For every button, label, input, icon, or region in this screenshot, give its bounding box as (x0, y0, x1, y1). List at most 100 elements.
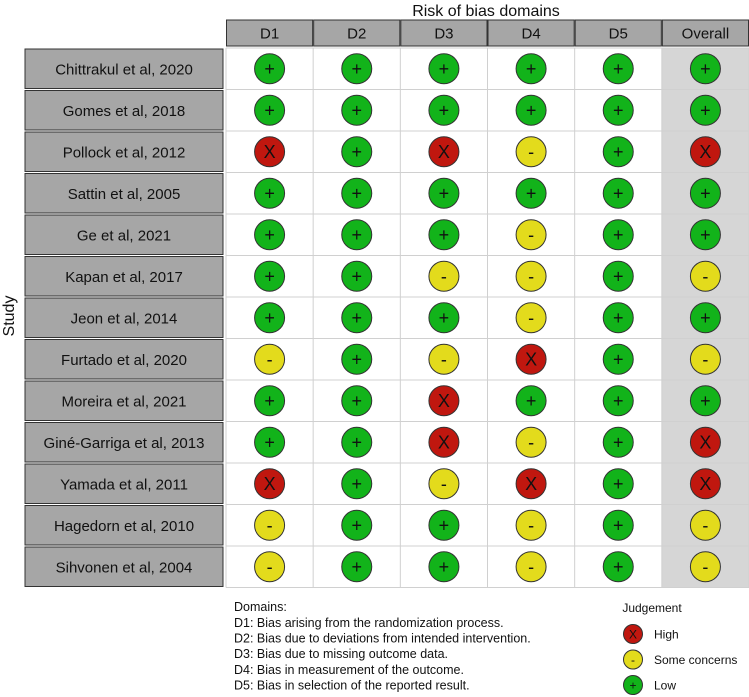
domains-footnote: Domains: D1: Bias arising from the rando… (234, 600, 531, 692)
judgement-symbol-some: - (528, 308, 534, 328)
judgement-circle-low (254, 385, 286, 417)
judgement-symbol-some: - (528, 516, 534, 536)
judgement-symbol-high: X (438, 391, 450, 411)
column-header-cell (400, 19, 488, 47)
study-row: Gomes et al, 2018 + + + + + + (24, 90, 721, 131)
judgement-circle-low (689, 219, 721, 251)
legend: Judgement X High - Some concerns + Low (622, 601, 737, 695)
judgement-circle-low (341, 136, 373, 168)
judgement-symbol-low: + (613, 516, 624, 536)
judgement-circle-low (515, 53, 547, 85)
judgement-symbol-some: - (702, 267, 708, 287)
judgement-symbol-low: + (439, 59, 450, 79)
judgement-symbol-low: + (351, 267, 362, 287)
judgement-circle-low (341, 177, 373, 209)
study-row: Furtado et al, 2020 - + - X + - (24, 339, 721, 380)
column-header-label: D3 (434, 26, 453, 43)
judgement-circle-some (623, 649, 643, 670)
judgement-symbol-low: + (613, 101, 624, 121)
study-row: Chittrakul et al, 2020 + + + + + + (24, 48, 721, 89)
judgement-circle-low (341, 219, 373, 251)
study-label-cell (24, 173, 224, 214)
judgement-circle-low (428, 219, 460, 251)
judgement-symbol-low: + (526, 184, 537, 204)
column-header-label: Overall (682, 26, 730, 43)
judgement-circle-low (428, 509, 460, 541)
judgement-symbol-low: + (351, 59, 362, 79)
study-label-cell (24, 90, 224, 131)
judgement-circle-some (689, 260, 721, 292)
judgement-circle-low (341, 94, 373, 126)
judgement-symbol-some: - (702, 350, 708, 370)
judgement-circle-low (341, 426, 373, 458)
judgement-symbol-low: + (613, 433, 624, 453)
judgement-circle-some (428, 468, 460, 500)
judgement-circle-low (602, 468, 634, 500)
domain-description: D2: Bias due to deviations from intended… (234, 632, 531, 646)
judgement-symbol-low: + (613, 267, 624, 287)
domain-description: D1: Bias arising from the randomization … (234, 616, 504, 630)
judgement-circle-high (689, 468, 721, 500)
judgement-symbol-high: X (438, 433, 450, 453)
judgement-circle-low (689, 385, 721, 417)
judgement-symbol-low: + (351, 101, 362, 121)
judgement-circle-some (515, 219, 547, 251)
study-label: Furtado et al, 2020 (61, 352, 187, 369)
study-row: Hagedorn et al, 2010 - + + - + - (24, 505, 721, 546)
judgement-symbol-low: + (439, 225, 450, 245)
domains-heading: Domains: (234, 600, 287, 614)
judgement-circle-low (602, 302, 634, 334)
study-row: Sattin et al, 2005 + + + + + + (24, 173, 721, 214)
judgement-circle-low (602, 260, 634, 292)
judgement-symbol-some: - (528, 433, 534, 453)
legend-label-some: Some concerns (654, 653, 737, 667)
column-header-label: D1 (260, 26, 279, 43)
judgement-symbol-some: - (702, 516, 708, 536)
judgement-symbol-some: - (267, 557, 273, 577)
judgement-circle-some (254, 509, 286, 541)
study-rows: Chittrakul et al, 2020 + + + + + +Gomes et al,… (24, 48, 721, 587)
judgement-circle-low (341, 343, 373, 375)
judgement-circle-low (428, 551, 460, 583)
judgement-symbol-high: X (264, 474, 276, 494)
judgement-circle-low (341, 509, 373, 541)
judgement-symbol-high: X (525, 350, 537, 370)
judgement-symbol-low: + (526, 59, 537, 79)
judgement-circle-low (515, 94, 547, 126)
judgement-circle-low (341, 385, 373, 417)
judgement-circle-low (689, 94, 721, 126)
judgement-circle-some (428, 343, 460, 375)
study-label: Gomes et al, 2018 (63, 103, 186, 120)
judgement-circle-some (254, 343, 286, 375)
judgement-circle-high (428, 136, 460, 168)
judgement-symbol-low: + (351, 350, 362, 370)
column-header-cell (574, 19, 662, 47)
judgement-circle-high (428, 426, 460, 458)
study-row: Jeon et al, 2014 + + + - + + (24, 297, 721, 338)
judgement-symbol-low: + (629, 678, 636, 692)
judgement-symbol-low: + (351, 225, 362, 245)
judgement-circle-low (428, 302, 460, 334)
judgement-circle-low (602, 426, 634, 458)
judgement-symbol-low: + (613, 474, 624, 494)
judgement-symbol-low: + (439, 516, 450, 536)
domain-description: D5: Bias in selection of the reported re… (234, 678, 470, 692)
judgement-circle-low (254, 260, 286, 292)
judgement-symbol-low: + (264, 391, 275, 411)
judgement-circle-low (254, 94, 286, 126)
judgement-circle-some (689, 343, 721, 375)
chart-title: Risk of bias domains (412, 3, 560, 20)
judgement-symbol-low: + (351, 142, 362, 162)
judgement-symbol-low: + (264, 267, 275, 287)
judgement-symbol-some: - (528, 267, 534, 287)
study-label: Sihvonen et al, 2004 (56, 559, 193, 576)
judgement-circle-some (515, 260, 547, 292)
judgement-symbol-some: - (267, 350, 273, 370)
judgement-circle-low (602, 177, 634, 209)
judgement-circle-some (515, 509, 547, 541)
study-label-cell (24, 48, 224, 89)
study-label-cell (24, 422, 224, 463)
study-label: Sattin et al, 2005 (68, 186, 181, 203)
judgement-symbol-low: + (700, 391, 711, 411)
